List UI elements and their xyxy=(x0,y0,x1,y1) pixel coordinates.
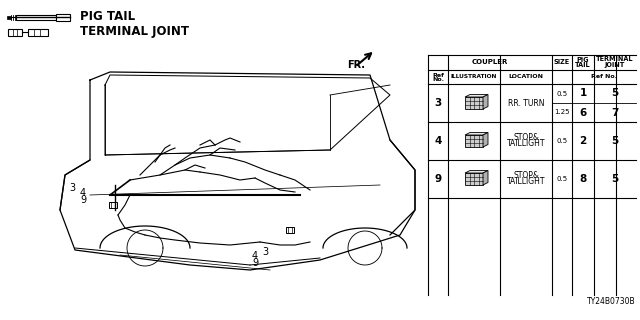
Polygon shape xyxy=(483,94,488,109)
Text: RR. TURN: RR. TURN xyxy=(508,99,544,108)
Text: SIZE: SIZE xyxy=(554,60,570,66)
Text: 0.5: 0.5 xyxy=(556,176,568,182)
Text: 5: 5 xyxy=(611,174,619,184)
Text: 0.5: 0.5 xyxy=(556,138,568,144)
Text: TERMINAL JOINT: TERMINAL JOINT xyxy=(80,26,189,38)
Text: PIG TAIL: PIG TAIL xyxy=(80,11,135,23)
Text: STOP&: STOP& xyxy=(513,172,539,180)
Bar xyxy=(286,227,294,233)
Text: 9: 9 xyxy=(435,174,442,184)
Text: Ref: Ref xyxy=(432,73,444,78)
Bar xyxy=(7,15,11,19)
Bar xyxy=(109,202,117,208)
Text: 3: 3 xyxy=(435,98,442,108)
Text: PIG: PIG xyxy=(577,57,589,63)
Text: 1.25: 1.25 xyxy=(554,109,570,116)
Bar xyxy=(465,97,483,109)
Text: ILLUSTRATION: ILLUSTRATION xyxy=(451,75,497,79)
Bar xyxy=(16,14,56,20)
Text: 2: 2 xyxy=(579,136,587,146)
Text: 6: 6 xyxy=(579,108,587,117)
Polygon shape xyxy=(465,132,488,135)
Text: TERMINAL: TERMINAL xyxy=(596,56,634,62)
Text: STOP&: STOP& xyxy=(513,133,539,142)
Text: 5: 5 xyxy=(611,136,619,146)
Text: LOCATION: LOCATION xyxy=(509,75,543,79)
Text: JOINT: JOINT xyxy=(605,62,625,68)
Polygon shape xyxy=(483,132,488,147)
Text: 5: 5 xyxy=(611,89,619,99)
Bar xyxy=(28,28,48,36)
Polygon shape xyxy=(483,171,488,185)
Text: Ref No.: Ref No. xyxy=(591,75,617,79)
Text: 8: 8 xyxy=(579,174,587,184)
Text: TY24B0730B: TY24B0730B xyxy=(588,297,636,306)
Bar xyxy=(56,13,70,20)
Bar xyxy=(465,173,483,185)
Text: TAILLIGHT: TAILLIGHT xyxy=(507,140,545,148)
Text: TAIL: TAIL xyxy=(575,62,591,68)
Text: 9: 9 xyxy=(252,258,258,268)
Text: 3: 3 xyxy=(262,247,268,257)
Text: 0.5: 0.5 xyxy=(556,91,568,97)
Text: 1: 1 xyxy=(579,89,587,99)
Text: 4: 4 xyxy=(252,251,258,261)
Text: COUPLER: COUPLER xyxy=(472,60,508,66)
Text: 7: 7 xyxy=(611,108,619,117)
Text: FR.: FR. xyxy=(347,60,365,70)
Bar xyxy=(8,28,22,36)
Polygon shape xyxy=(465,171,488,173)
Text: TAILLIGHT: TAILLIGHT xyxy=(507,178,545,187)
Text: 4: 4 xyxy=(80,188,86,198)
Text: 9: 9 xyxy=(80,195,86,205)
Polygon shape xyxy=(465,94,488,97)
Text: 4: 4 xyxy=(435,136,442,146)
Text: 3: 3 xyxy=(69,183,75,193)
Bar xyxy=(465,135,483,147)
Text: No.: No. xyxy=(432,77,444,82)
